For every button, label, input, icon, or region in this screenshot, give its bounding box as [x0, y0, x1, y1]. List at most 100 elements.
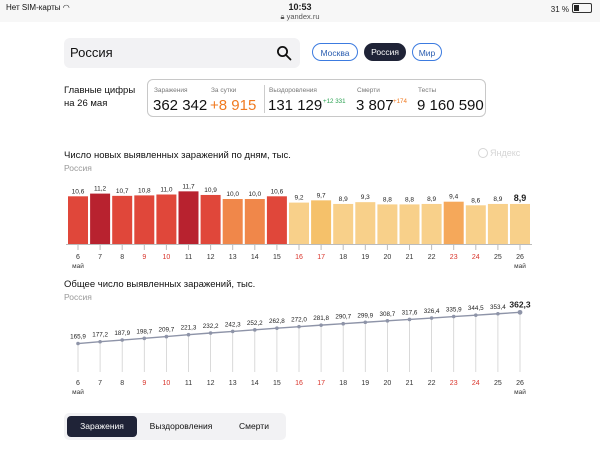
bar-value-label: 8,9: [339, 196, 348, 203]
point-value-label: 335,9: [446, 307, 462, 314]
bar: [421, 203, 442, 244]
bar: [311, 200, 332, 244]
x-tick-label: 18: [339, 254, 347, 261]
tab-deaths[interactable]: Смерти: [239, 421, 269, 431]
point-value-label: 232,2: [203, 323, 219, 330]
data-point: [208, 331, 213, 335]
bar-value-label: 10,8: [138, 187, 151, 194]
bar-value-label: 10,0: [248, 191, 261, 198]
bar: [178, 191, 199, 244]
x-tick-label: 14: [251, 254, 259, 261]
bar: [510, 203, 530, 244]
bar-value-label: 8,8: [383, 196, 392, 203]
data-point: [429, 316, 434, 320]
month-label: май: [514, 262, 526, 270]
x-tick-label: 16: [295, 380, 303, 387]
x-tick-label: 24: [472, 254, 480, 261]
deaths-value: 3 807: [356, 97, 394, 114]
recovered-delta: +12 331: [323, 98, 346, 105]
tab-infections[interactable]: Заражения: [67, 416, 137, 437]
bar-value-label: 9,2: [294, 195, 303, 202]
bar: [399, 204, 420, 244]
month-label: май: [72, 262, 84, 270]
daily-cases-bar-chart: 10,6 11,2 10,7 10,8 11,0 11,7 10,9 10,0 10,0 10,6…: [66, 183, 532, 270]
bar-value-label: 9,3: [361, 194, 370, 201]
address-bar[interactable]: 🔒︎ yandex.ru: [0, 12, 600, 22]
point-value-label: 221,3: [181, 325, 197, 332]
x-tick-label: 7: [98, 380, 102, 387]
x-tick-label: 18: [339, 380, 347, 387]
deaths-label: Смерти: [357, 87, 380, 94]
point-value-label: 252,2: [247, 320, 263, 327]
point-value-label: 344,5: [468, 305, 484, 312]
x-tick-label: 22: [428, 254, 436, 261]
region-tab-moscow[interactable]: Москва: [312, 43, 358, 61]
bar: [266, 196, 287, 244]
bar: [244, 199, 265, 244]
x-tick-label: 16: [295, 254, 303, 261]
region-tab-russia[interactable]: Россия: [364, 43, 406, 61]
point-value-label: 290,7: [335, 314, 351, 321]
divider: [264, 85, 265, 113]
search-input[interactable]: Россия: [64, 38, 300, 68]
point-value-label: 187,9: [114, 330, 130, 337]
total-chart-title: Общее число выявленных заражений, тыс.: [64, 279, 256, 290]
data-point: [363, 320, 368, 325]
x-tick-label: 21: [406, 254, 414, 261]
bar-value-label: 10,6: [271, 188, 284, 195]
point-value-label: 165,9: [70, 334, 86, 341]
data-point: [98, 339, 102, 344]
x-tick-label: 6: [76, 254, 80, 261]
x-tick-label: 13: [229, 380, 237, 387]
tab-recoveries[interactable]: Выздоровления: [149, 421, 213, 431]
tests-value: 9 160 590: [417, 97, 484, 114]
x-tick-label: 24: [472, 380, 480, 387]
bar: [289, 202, 309, 244]
battery-icon: [572, 3, 592, 13]
x-tick-label: 26: [516, 380, 524, 387]
infected-value: 362 342: [153, 97, 208, 114]
bar: [90, 193, 111, 244]
point-value-label: 177,2: [92, 332, 108, 339]
x-tick-label: 15: [273, 380, 281, 387]
metric-tabs: Заражения Выздоровления Смерти: [64, 413, 286, 440]
point-value-label: 308,7: [380, 311, 396, 318]
deaths-delta: +174: [393, 98, 407, 105]
x-tick-label: 11: [185, 380, 192, 387]
region-tab-world[interactable]: Мир: [412, 43, 442, 61]
x-tick-label: 8: [120, 254, 124, 261]
x-tick-label: 15: [273, 254, 281, 261]
daily-chart-title: Число новых выявленных заражений по дням…: [64, 150, 291, 161]
lock-icon: 🔒︎: [280, 12, 285, 21]
bar: [443, 201, 464, 244]
point-value-label: 242,3: [225, 321, 241, 328]
bar: [465, 205, 486, 244]
daily-value: +8 915: [210, 97, 257, 114]
infected-label: Заражения: [154, 87, 188, 94]
x-tick-label: 10: [163, 254, 171, 261]
bar-value-label: 11,0: [160, 187, 173, 194]
bar: [222, 199, 243, 244]
x-tick-label: 8: [120, 380, 124, 387]
bar-value-label: 10,0: [226, 191, 239, 198]
point-value-label: 209,7: [159, 327, 175, 334]
data-point: [319, 323, 323, 327]
search-value: Россия: [70, 45, 113, 60]
point-value-label: 362,3: [509, 300, 531, 309]
x-tick-label: 21: [406, 380, 414, 387]
wifi-icon: ◠: [62, 3, 70, 12]
stats-box: Заражения 362 342 За сутки +8 915 Выздор…: [147, 79, 486, 117]
point-value-label: 326,4: [424, 308, 440, 315]
bar: [355, 202, 376, 244]
search-icon[interactable]: [276, 45, 292, 61]
clock: 10:53: [288, 2, 312, 12]
x-tick-label: 9: [142, 254, 146, 261]
x-tick-label: 25: [494, 254, 502, 261]
x-tick-label: 13: [229, 254, 237, 261]
x-tick-label: 10: [163, 380, 171, 387]
bar: [333, 203, 354, 244]
x-tick-label: 12: [207, 380, 215, 387]
bar-value-label: 8,9: [514, 193, 527, 203]
x-tick-label: 11: [185, 254, 192, 261]
month-label: май: [72, 388, 84, 396]
